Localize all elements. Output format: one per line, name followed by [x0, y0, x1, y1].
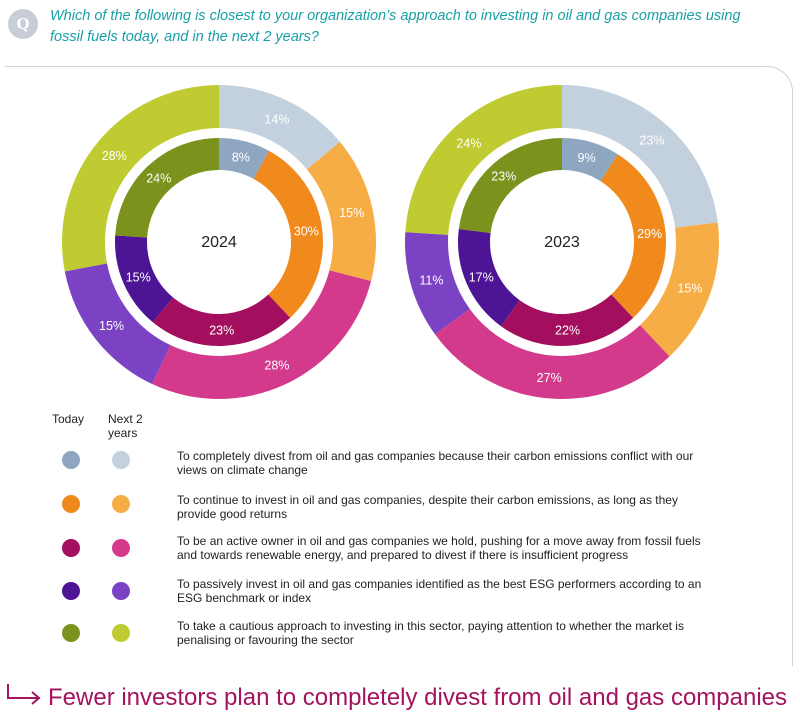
donut-2024-outer-slice-divest: [219, 85, 340, 170]
donut-2024-inner-slice-continue: [253, 150, 324, 318]
legend-header-today: Today: [52, 412, 85, 426]
donut-2023-outer-slice-continue: [640, 222, 719, 357]
donut-2024-inner-slice-active-owner: [152, 294, 291, 347]
donut-2024-inner-label-divest: 8%: [232, 150, 250, 164]
donut-2023-outer-slice-cautious: [405, 84, 562, 235]
donut-2023-inner-label-active-owner: 22%: [555, 323, 580, 337]
legend-dot-today: [62, 582, 80, 600]
donut-2024-inner-slice-cautious: [115, 138, 219, 238]
donut-2023-outer-label-active-owner: 27%: [537, 371, 562, 385]
donut-2023-outer-label-cautious: 24%: [456, 136, 481, 150]
question-text: Which of the following is closest to you…: [50, 8, 741, 45]
legend-dot-today: [62, 451, 80, 469]
donut-2024-inner-label-cautious: 24%: [146, 171, 171, 185]
donut-2024-outer-label-active-owner: 28%: [264, 359, 289, 373]
donut-2024-outer-slice-cautious: [61, 85, 220, 272]
donut-2023-outer-label-passive: 11%: [419, 273, 443, 287]
donut-2023-inner-slice-cautious: [458, 138, 562, 233]
donut-2024-inner-label-active-owner: 23%: [209, 323, 234, 337]
donut-2024-outer-label-divest: 14%: [264, 112, 289, 126]
donut-2024-inner-slice-divest: [219, 138, 270, 179]
donut-2023-outer-slice-active-owner: [434, 309, 670, 399]
legend-dot-today: [62, 624, 80, 642]
donut-2024-year-label: 2024: [201, 234, 237, 251]
donut-2024-outer-label-continue: 15%: [339, 206, 364, 220]
legend-item-active-owner: To be an active owner in oil and gas com…: [0, 534, 800, 568]
legend-dot-next: [112, 539, 130, 557]
donut-2023-inner-label-cautious: 23%: [491, 169, 516, 183]
donut-2024-outer-label-passive: 15%: [99, 319, 124, 333]
chart-panel: [5, 66, 793, 666]
legend-label: To be an active owner in oil and gas com…: [177, 534, 701, 562]
donut-2024-outer-slice-active-owner: [152, 270, 372, 400]
donut-2024-outer-slice-continue: [306, 141, 376, 282]
donut-2023-inner-label-passive: 17%: [469, 270, 494, 284]
donut-2024-outer-label-cautious: 28%: [102, 149, 127, 163]
donut-2023-inner-label-continue: 29%: [637, 227, 662, 241]
donut-2023-inner-slice-divest: [562, 138, 618, 182]
donut-2023-outer-slice-divest: [562, 85, 718, 228]
donut-2023-inner-slice-passive: [458, 228, 520, 327]
legend-dot-next: [112, 582, 130, 600]
arrow-right-icon: [7, 684, 41, 705]
donut-2024-inner-label-passive: 15%: [126, 270, 151, 284]
donut-2024: 8% 30% 23% 15% 24% 14% 15% 28% 15% 28% 2024: [61, 85, 376, 400]
legend-label: To completely divest from oil and gas co…: [177, 449, 694, 477]
legend-item-divest: To completely divest from oil and gas co…: [0, 446, 800, 480]
donut-2023-inner-label-divest: 9%: [578, 151, 596, 165]
donut-2023-year-label: 2023: [544, 234, 580, 251]
donut-2024-inner-slice-passive: [115, 235, 174, 323]
legend-item-continue: To continue to invest in oil and gas com…: [0, 490, 800, 524]
legend-item-passive: To passively invest in oil and gas compa…: [0, 577, 800, 611]
question-badge: Q: [8, 9, 38, 39]
legend-label: To take a cautious approach to investing…: [177, 619, 684, 647]
donut-2023-outer-slice-passive: [405, 232, 470, 335]
donut-2023-outer-label-divest: 23%: [639, 133, 664, 147]
footer-takeaway: Fewer investors plan to completely dives…: [48, 684, 788, 711]
legend-dot-next: [112, 624, 130, 642]
legend-label: To continue to invest in oil and gas com…: [177, 493, 678, 521]
legend-dot-today: [62, 495, 80, 513]
legend-dot-next: [112, 495, 130, 513]
legend-header-next: Next 2 years: [108, 412, 143, 440]
legend-label: To passively invest in oil and gas compa…: [177, 577, 702, 605]
legend-dot-today: [62, 539, 80, 557]
legend-item-cautious: To take a cautious approach to investing…: [0, 619, 800, 653]
donut-2023-inner-slice-active-owner: [500, 294, 634, 346]
donut-charts: 8% 30% 23% 15% 24% 14% 15% 28% 15% 28% 2024 9% 29%…: [61, 84, 719, 400]
donut-2023-inner-slice-continue: [600, 154, 667, 318]
donut-2023: 9% 29% 22% 17% 23% 23% 15% 27% 11% 24% 2023: [405, 84, 719, 399]
donut-2024-outer-slice-passive: [64, 263, 171, 385]
donut-2024-inner-label-continue: 30%: [294, 224, 319, 238]
legend-dot-next: [112, 451, 130, 469]
donut-2023-outer-label-continue: 15%: [677, 282, 702, 296]
